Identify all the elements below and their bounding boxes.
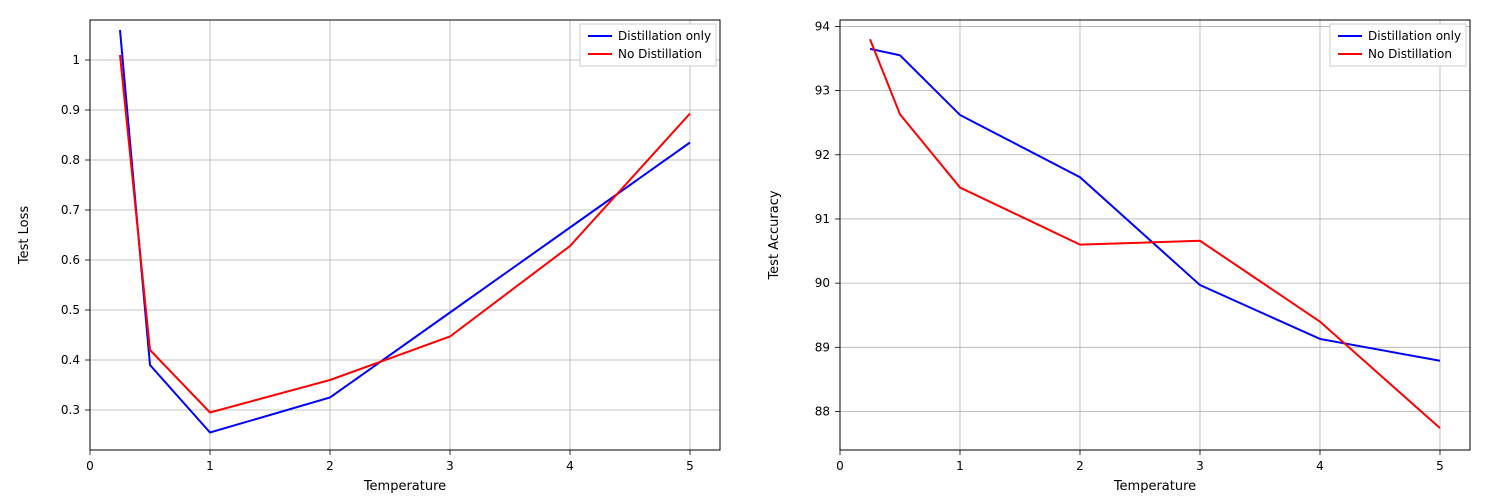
ytick-label: 90 bbox=[815, 276, 830, 290]
loss-panel: 0 1 2 3 4 5 0.3 0.4 0.5 0.6 0.7 0.8 0.9 1 Temperatur… bbox=[0, 0, 750, 500]
acc-xticks: 0 1 2 3 4 5 bbox=[836, 450, 1444, 473]
loss-xlabel: Temperature bbox=[363, 479, 446, 494]
ytick-label: 1 bbox=[72, 53, 80, 67]
loss-ylabel: Test Loss bbox=[17, 206, 32, 265]
acc-series-no-distillation bbox=[870, 39, 1440, 428]
ytick-label: 0.6 bbox=[61, 253, 80, 267]
xtick-label: 1 bbox=[206, 459, 214, 473]
loss-yticks: 0.3 0.4 0.5 0.6 0.7 0.8 0.9 1 bbox=[61, 53, 90, 417]
ytick-label: 94 bbox=[815, 19, 830, 33]
ytick-label: 0.4 bbox=[61, 353, 80, 367]
acc-panel: 0 1 2 3 4 5 88 89 90 91 92 93 94 Temperature Test A… bbox=[750, 0, 1500, 500]
xtick-label: 5 bbox=[1436, 459, 1444, 473]
xtick-label: 1 bbox=[956, 459, 964, 473]
xtick-label: 4 bbox=[566, 459, 574, 473]
ytick-label: 91 bbox=[815, 212, 830, 226]
acc-legend: Distillation only No Distillation bbox=[1330, 24, 1466, 66]
loss-legend: Distillation only No Distillation bbox=[580, 24, 716, 66]
loss-legend-label-1: No Distillation bbox=[618, 47, 702, 61]
ytick-label: 93 bbox=[815, 84, 830, 98]
acc-series-distillation-only bbox=[870, 49, 1440, 361]
xtick-label: 3 bbox=[446, 459, 454, 473]
ytick-label: 0.3 bbox=[61, 403, 80, 417]
loss-legend-label-0: Distillation only bbox=[618, 29, 711, 43]
acc-chart-svg: 0 1 2 3 4 5 88 89 90 91 92 93 94 Temperature Test A… bbox=[750, 0, 1500, 500]
xtick-label: 3 bbox=[1196, 459, 1204, 473]
xtick-label: 2 bbox=[326, 459, 334, 473]
acc-spine bbox=[840, 20, 1470, 450]
loss-series-no-distillation bbox=[120, 55, 690, 413]
ytick-label: 0.5 bbox=[61, 303, 80, 317]
xtick-label: 4 bbox=[1316, 459, 1324, 473]
loss-chart-svg: 0 1 2 3 4 5 0.3 0.4 0.5 0.6 0.7 0.8 0.9 1 Temperatur… bbox=[0, 0, 750, 500]
acc-xlabel: Temperature bbox=[1113, 479, 1196, 494]
ytick-label: 0.7 bbox=[61, 203, 80, 217]
acc-plot-area: 0 1 2 3 4 5 88 89 90 91 92 93 94 Temperature Test A… bbox=[767, 19, 1470, 494]
ytick-label: 92 bbox=[815, 148, 830, 162]
acc-grid bbox=[840, 20, 1470, 450]
xtick-label: 5 bbox=[686, 459, 694, 473]
xtick-label: 2 bbox=[1076, 459, 1084, 473]
ytick-label: 0.8 bbox=[61, 153, 80, 167]
acc-yticks: 88 89 90 91 92 93 94 bbox=[815, 19, 840, 418]
loss-series-distillation-only bbox=[120, 30, 690, 433]
xtick-label: 0 bbox=[86, 459, 94, 473]
ytick-label: 0.9 bbox=[61, 103, 80, 117]
loss-plot-area: 0 1 2 3 4 5 0.3 0.4 0.5 0.6 0.7 0.8 0.9 1 Temperatur… bbox=[17, 20, 720, 494]
acc-legend-label-1: No Distillation bbox=[1368, 47, 1452, 61]
loss-xticks: 0 1 2 3 4 5 bbox=[86, 450, 694, 473]
acc-ylabel: Test Accuracy bbox=[767, 190, 782, 280]
acc-legend-label-0: Distillation only bbox=[1368, 29, 1461, 43]
xtick-label: 0 bbox=[836, 459, 844, 473]
ytick-label: 89 bbox=[815, 340, 830, 354]
ytick-label: 88 bbox=[815, 404, 830, 418]
